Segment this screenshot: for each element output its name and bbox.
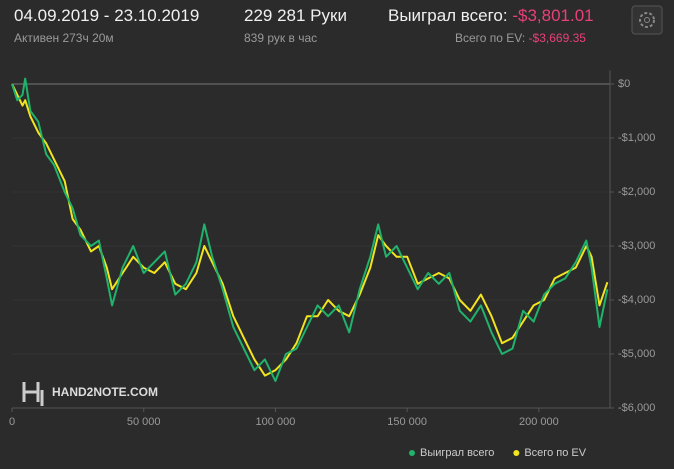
hands: 229 281 Руки — [244, 6, 347, 25]
watermark: HAND2NOTE.COM — [52, 385, 158, 399]
x-tick-label: 200 000 — [519, 416, 559, 428]
x-tick-label: 0 — [9, 416, 15, 428]
won-total: Выиграл всего: -$3,801.01 — [388, 6, 594, 26]
series-line — [11, 77, 609, 382]
won-value: -$3,801.01 — [512, 6, 594, 25]
y-tick-label: $0 — [618, 78, 630, 90]
x-tick-label: 50 000 — [127, 416, 161, 428]
logo: HAND2NOTE.COM — [22, 382, 158, 406]
x-tick-label: 100 000 — [256, 416, 296, 428]
gear — [639, 12, 655, 28]
legend-swatch — [409, 450, 415, 456]
y-tick-label: -$4,000 — [618, 294, 655, 306]
legend-label: Выиграл всего — [420, 447, 494, 459]
y-tick-label: -$3,000 — [618, 240, 655, 252]
ev-value: -$3,669.35 — [528, 31, 586, 45]
y-tick-label: -$2,000 — [618, 186, 655, 198]
date-range: 04.09.2019 - 23.10.2019 — [14, 6, 200, 25]
y-tick-label: -$1,000 — [618, 132, 655, 144]
ev-total: Всего по EV: -$3,669.35 — [455, 31, 586, 45]
settings-button[interactable] — [631, 5, 663, 35]
x-tick-label: 150 000 — [387, 416, 427, 428]
settings-frame[interactable] — [631, 5, 663, 35]
hands-per-hour: 839 рук в час — [244, 31, 318, 45]
legend: Выиграл всего Всего по EV — [409, 447, 587, 459]
ev-label: Всего по EV: — [455, 31, 526, 45]
active-time: Активен 273ч 20м — [14, 31, 114, 45]
legend-swatch — [513, 450, 520, 456]
logo-mark — [22, 382, 44, 406]
y-tick-label: -$6,000 — [618, 402, 655, 414]
y-tick-label: -$5,000 — [618, 348, 655, 360]
legend-label: Всего по EV — [524, 447, 586, 459]
won-label: Выиграл всего: — [388, 6, 508, 25]
gear-hub — [644, 17, 650, 23]
